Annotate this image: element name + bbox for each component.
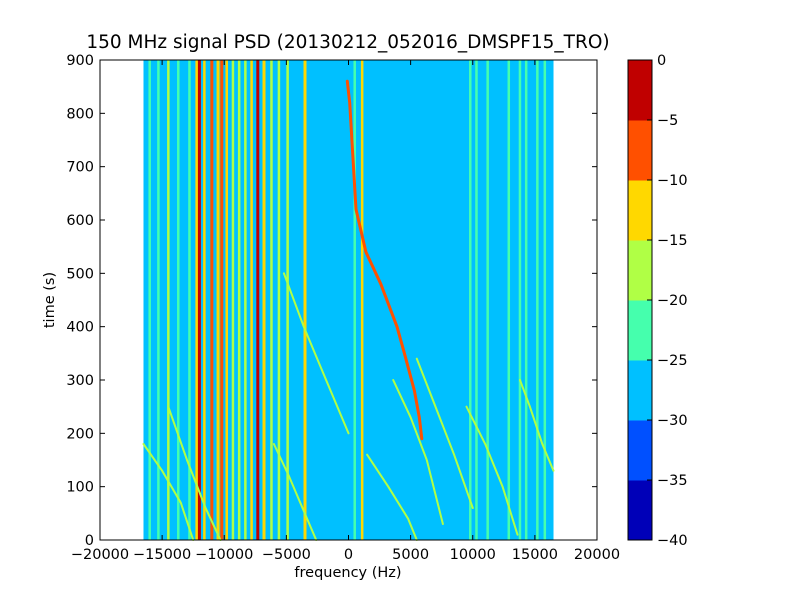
psd-line xyxy=(277,60,281,540)
psd-line xyxy=(469,60,472,540)
x-tick-label: 20000 xyxy=(574,547,620,563)
psd-line xyxy=(210,60,214,540)
psd-line xyxy=(167,60,170,540)
psd-line xyxy=(543,60,547,540)
psd-line xyxy=(360,60,364,540)
colorbar-segment xyxy=(628,60,652,121)
doppler-trace xyxy=(167,405,222,541)
psd-line xyxy=(518,60,522,540)
psd-line xyxy=(353,60,356,540)
psd-line xyxy=(148,60,151,540)
colorbar-segment xyxy=(628,300,652,361)
y-tick-label: 0 xyxy=(85,533,94,549)
colorbar-tick-label: −10 xyxy=(657,173,688,189)
x-tick-label: 15000 xyxy=(512,547,558,563)
colorbar-tick-label: −25 xyxy=(657,353,688,369)
colorbar-segment xyxy=(628,480,652,541)
y-tick-label: 700 xyxy=(66,160,94,176)
psd-line xyxy=(486,60,489,540)
y-tick-label: 200 xyxy=(66,426,94,442)
y-tick-label: 600 xyxy=(66,213,94,229)
colorbar-segment xyxy=(628,420,652,481)
colorbar-tick-label: −20 xyxy=(657,293,688,309)
psd-line xyxy=(203,60,206,540)
plot-area xyxy=(142,60,555,541)
psd-line xyxy=(536,60,539,540)
psd-line xyxy=(188,60,191,540)
doppler-trace xyxy=(345,79,424,441)
colorbar-segment xyxy=(628,240,652,301)
doppler-trace xyxy=(415,357,474,509)
colorbar-tick-label: 0 xyxy=(657,53,666,69)
psd-line xyxy=(286,60,289,540)
psd-line xyxy=(216,60,220,540)
x-tick-label: −10000 xyxy=(195,547,253,563)
colorbar-segment xyxy=(628,180,652,241)
psd-line xyxy=(225,60,228,540)
y-tick-label: 300 xyxy=(66,373,94,389)
x-axis: −20000 −15000 −10000 −5000 0 5000 10000 15000 20… xyxy=(71,60,620,563)
colorbar-axis: −40 −35 −30 −25 −20 −15 −10 −5 0 xyxy=(647,53,688,549)
x-tick-label: 5000 xyxy=(392,547,429,563)
doppler-trace xyxy=(142,443,195,541)
colorbar-segment xyxy=(628,120,652,181)
doppler-trace xyxy=(282,272,350,435)
doppler-trace xyxy=(366,453,418,541)
colorbar xyxy=(628,60,652,541)
x-tick-label: −15000 xyxy=(133,547,191,563)
colorbar-tick-label: −15 xyxy=(657,233,688,249)
x-tick-label: 0 xyxy=(344,547,353,563)
chart-title: 150 MHz signal PSD (20130212_052016_DMSP… xyxy=(86,32,609,53)
doppler-trace xyxy=(519,379,555,472)
colorbar-tick-label: −30 xyxy=(657,413,688,429)
y-tick-label: 100 xyxy=(66,480,94,496)
psd-line xyxy=(270,60,273,540)
x-tick-label: −20000 xyxy=(71,547,129,563)
psd-line xyxy=(524,60,528,540)
x-tick-label: 10000 xyxy=(450,547,496,563)
x-tick-label: −5000 xyxy=(262,547,311,563)
psd-line xyxy=(256,60,260,540)
colorbar-tick-label: −5 xyxy=(657,113,678,129)
psd-line xyxy=(303,60,307,540)
psd-line xyxy=(195,60,199,540)
psd-line xyxy=(475,60,478,540)
colorbar-segment xyxy=(628,360,652,421)
psd-line xyxy=(197,60,201,540)
x-axis-label: frequency (Hz) xyxy=(294,565,401,581)
doppler-trace xyxy=(392,379,444,525)
psd-line xyxy=(177,60,180,540)
y-tick-label: 500 xyxy=(66,266,94,282)
psd-line xyxy=(507,60,511,540)
y-tick-label: 800 xyxy=(66,106,94,122)
y-tick-label: 400 xyxy=(66,320,94,336)
y-axis-label: time (s) xyxy=(42,272,58,328)
doppler-trace xyxy=(272,443,318,541)
psd-line xyxy=(231,60,235,540)
psd-line xyxy=(244,60,247,540)
colorbar-tick-label: −35 xyxy=(657,473,688,489)
psd-line xyxy=(250,60,253,540)
psd-line xyxy=(237,60,241,540)
psd-line xyxy=(157,60,160,540)
doppler-trace xyxy=(465,405,519,536)
psd-line xyxy=(262,60,266,540)
psd-line xyxy=(220,60,224,540)
colorbar-tick-label: −40 xyxy=(657,533,688,549)
y-tick-label: 900 xyxy=(66,53,94,69)
y-axis: 0 100 200 300 400 500 600 700 800 900 xyxy=(66,53,597,549)
